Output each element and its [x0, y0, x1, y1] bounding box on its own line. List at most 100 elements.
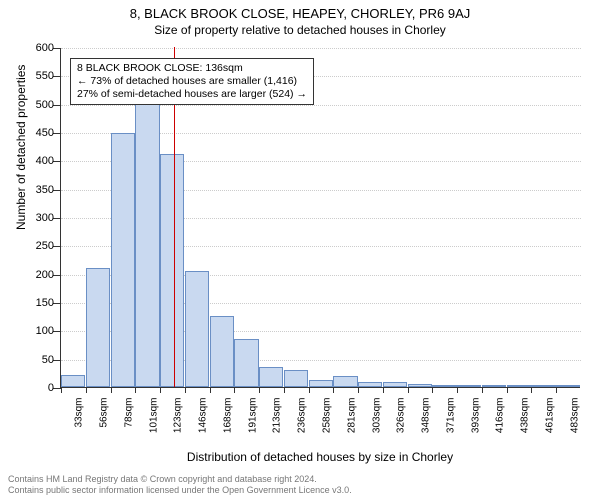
y-tick-label: 50 [24, 354, 54, 366]
x-axis-title: Distribution of detached houses by size … [60, 450, 580, 464]
x-tick [309, 387, 310, 393]
y-tick-label: 100 [24, 325, 54, 337]
histogram-bar [333, 376, 357, 387]
y-tick-label: 300 [24, 212, 54, 224]
histogram-bar [383, 382, 407, 387]
y-tick-label: 250 [24, 240, 54, 252]
y-tick-label: 450 [24, 127, 54, 139]
histogram-bar [61, 375, 85, 387]
x-tick [259, 387, 260, 393]
histogram-bar [135, 75, 159, 387]
x-tick [507, 387, 508, 393]
histogram-bar [432, 385, 456, 387]
x-tick-label: 78sqm [123, 398, 134, 448]
y-tick [53, 76, 61, 77]
x-tick-label: 281sqm [346, 398, 357, 448]
y-axis-title: Number of detached properties [14, 65, 28, 230]
x-tick [556, 387, 557, 393]
grid-line [61, 48, 581, 49]
y-tick-label: 550 [24, 70, 54, 82]
x-tick [482, 387, 483, 393]
x-tick-label: 191sqm [247, 398, 258, 448]
annotation-line: 8 BLACK BROOK CLOSE: 136sqm [77, 62, 307, 75]
histogram-bar [408, 384, 432, 387]
x-tick-label: 236sqm [297, 398, 308, 448]
y-tick [53, 331, 61, 332]
x-tick-label: 168sqm [222, 398, 233, 448]
x-tick-label: 123sqm [173, 398, 184, 448]
y-tick-label: 600 [24, 42, 54, 54]
chart-container: 8, BLACK BROOK CLOSE, HEAPEY, CHORLEY, P… [0, 0, 600, 500]
x-tick [234, 387, 235, 393]
x-tick-label: 393sqm [470, 398, 481, 448]
y-tick [53, 133, 61, 134]
histogram-bar [259, 367, 283, 387]
x-tick-label: 416sqm [495, 398, 506, 448]
histogram-bar [234, 339, 258, 387]
footer-attribution: Contains HM Land Registry data © Crown c… [8, 474, 352, 496]
x-tick [358, 387, 359, 393]
x-tick [383, 387, 384, 393]
histogram-bar [86, 268, 110, 387]
x-tick-label: 348sqm [421, 398, 432, 448]
footer-line-1: Contains HM Land Registry data © Crown c… [8, 474, 352, 485]
x-tick [135, 387, 136, 393]
x-tick [210, 387, 211, 393]
histogram-bar [358, 382, 382, 387]
y-tick [53, 275, 61, 276]
x-tick-label: 213sqm [272, 398, 283, 448]
x-tick-label: 483sqm [569, 398, 580, 448]
annotation-line: 27% of semi-detached houses are larger (… [77, 88, 307, 101]
x-tick [284, 387, 285, 393]
histogram-bar [160, 154, 184, 387]
x-tick-label: 438sqm [520, 398, 531, 448]
y-tick [53, 105, 61, 106]
y-tick-label: 150 [24, 297, 54, 309]
x-tick-label: 461sqm [544, 398, 555, 448]
annotation-box: 8 BLACK BROOK CLOSE: 136sqm← 73% of deta… [70, 58, 314, 105]
page-title: 8, BLACK BROOK CLOSE, HEAPEY, CHORLEY, P… [0, 0, 600, 21]
histogram-bar [482, 385, 506, 387]
x-tick [432, 387, 433, 393]
x-tick-label: 101sqm [148, 398, 159, 448]
x-tick [160, 387, 161, 393]
x-tick [531, 387, 532, 393]
histogram-bar [111, 133, 135, 387]
y-tick [53, 388, 61, 389]
y-tick [53, 190, 61, 191]
y-tick-label: 350 [24, 184, 54, 196]
y-tick-label: 500 [24, 99, 54, 111]
y-tick-label: 200 [24, 269, 54, 281]
x-tick [185, 387, 186, 393]
histogram-bar [556, 385, 580, 387]
x-tick-label: 326sqm [396, 398, 407, 448]
histogram-bar [210, 316, 234, 387]
page-subtitle: Size of property relative to detached ho… [0, 21, 600, 37]
histogram-bar [284, 370, 308, 387]
x-tick-label: 56sqm [99, 398, 110, 448]
annotation-line: ← 73% of detached houses are smaller (1,… [77, 75, 307, 88]
x-tick-label: 303sqm [371, 398, 382, 448]
x-tick-label: 33sqm [74, 398, 85, 448]
x-tick [61, 387, 62, 393]
x-tick [333, 387, 334, 393]
y-tick [53, 48, 61, 49]
x-tick-label: 146sqm [198, 398, 209, 448]
x-tick [457, 387, 458, 393]
y-tick [53, 360, 61, 361]
histogram-bar [531, 385, 555, 387]
histogram-bar [309, 380, 333, 387]
y-tick [53, 218, 61, 219]
x-tick-label: 371sqm [445, 398, 456, 448]
y-tick-label: 400 [24, 155, 54, 167]
x-tick [408, 387, 409, 393]
y-tick [53, 303, 61, 304]
x-tick [86, 387, 87, 393]
x-tick [111, 387, 112, 393]
y-tick-label: 0 [24, 382, 54, 394]
y-tick [53, 161, 61, 162]
histogram-bar [185, 271, 209, 387]
y-tick [53, 246, 61, 247]
footer-line-2: Contains public sector information licen… [8, 485, 352, 496]
histogram-bar [457, 385, 481, 387]
